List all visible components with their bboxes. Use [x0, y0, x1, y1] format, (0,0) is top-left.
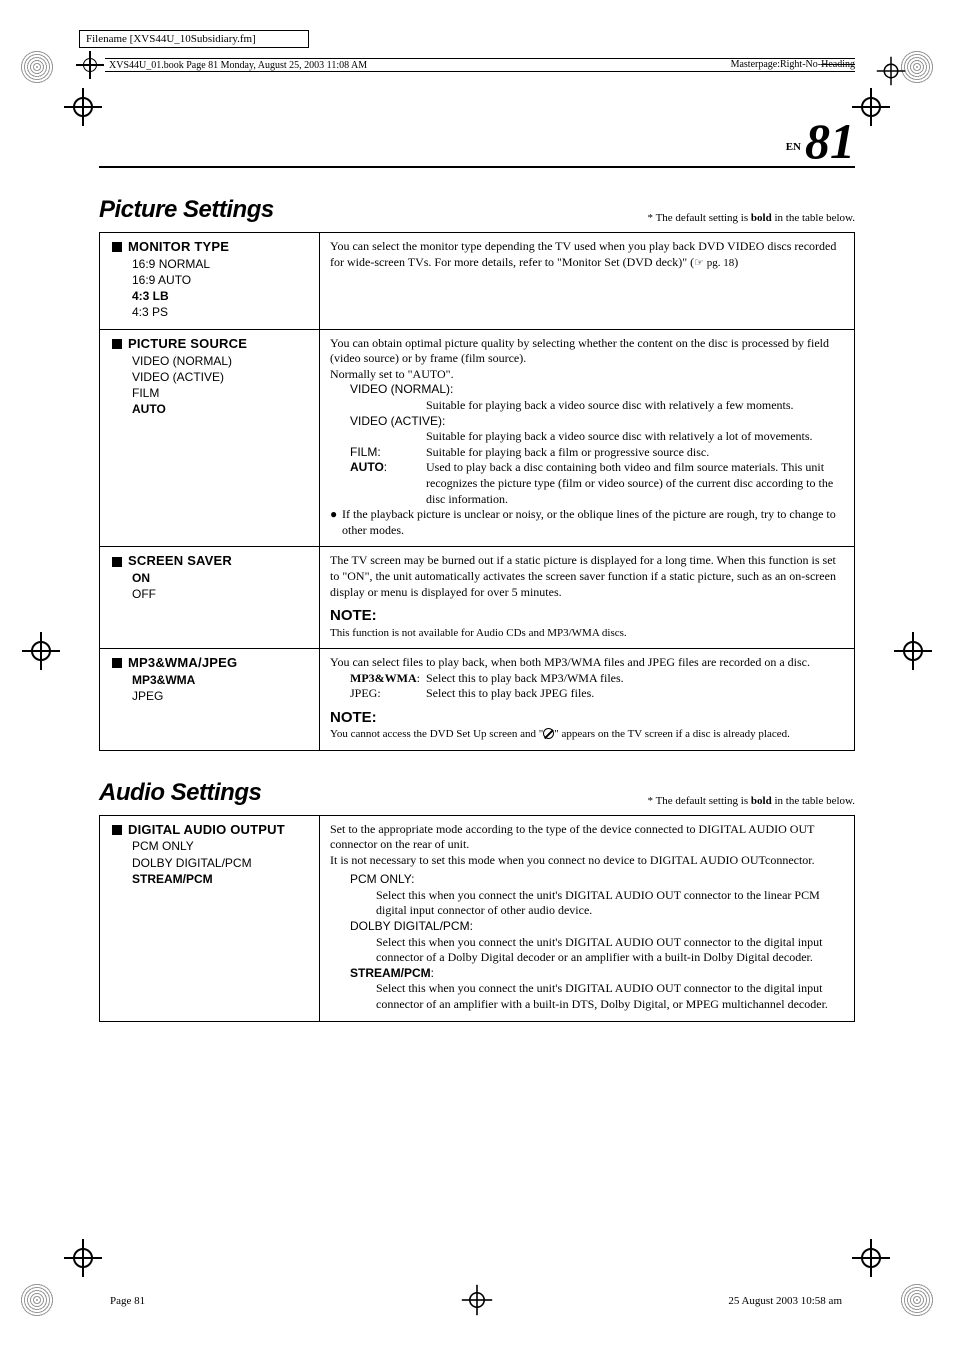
- setting-option: VIDEO (ACTIVE): [132, 369, 309, 385]
- crop-target-icon: [856, 92, 886, 122]
- crop-target-icon: [856, 1243, 886, 1273]
- setting-option: 4:3 LB: [132, 288, 309, 304]
- masterpage-label: Masterpage:Right-No-Heading: [731, 58, 855, 71]
- square-icon: [112, 557, 122, 567]
- setting-description: You can select files to play back, when …: [320, 648, 855, 750]
- setting-description: The TV screen may be burned out if a sta…: [320, 547, 855, 649]
- picture-settings-table: MONITOR TYPE 16:9 NORMAL 16:9 AUTO 4:3 L…: [99, 232, 855, 751]
- table-row: MP3&WMA/JPEG MP3&WMA JPEG You can select…: [100, 648, 855, 750]
- crop-ornament: [900, 50, 934, 84]
- audio-settings-table: DIGITAL AUDIO OUTPUT PCM ONLY DOLBY DIGI…: [99, 815, 855, 1022]
- setting-option: PCM ONLY: [132, 838, 309, 854]
- page-number-row: EN 81: [99, 116, 855, 168]
- square-icon: [112, 825, 122, 835]
- book-header: XVS44U_01.book Page 81 Monday, August 25…: [79, 54, 855, 76]
- table-row: SCREEN SAVER ON OFF The TV screen may be…: [100, 547, 855, 649]
- setting-title: PICTURE SOURCE: [112, 336, 309, 353]
- crop-ornament: [900, 1283, 934, 1317]
- note-heading: NOTE:: [330, 708, 844, 728]
- filename-box: Filename [XVS44U_10Subsidiary.fm]: [79, 30, 309, 48]
- section-title-picture: Picture Settings: [99, 196, 274, 224]
- setting-option: OFF: [132, 586, 309, 602]
- default-note: * The default setting is bold in the tab…: [648, 212, 855, 224]
- book-line-text: XVS44U_01.book Page 81 Monday, August 25…: [109, 60, 367, 71]
- setting-option: AUTO: [132, 401, 309, 417]
- setting-option: FILM: [132, 385, 309, 401]
- footer-date: 25 August 2003 10:58 am: [728, 1295, 842, 1307]
- crop-target-icon: [68, 92, 98, 122]
- setting-option: ON: [132, 570, 309, 586]
- setting-option: 16:9 NORMAL: [132, 256, 309, 272]
- crop-target-icon: [880, 60, 903, 83]
- crop-target-icon: [68, 1243, 98, 1273]
- note-heading: NOTE:: [330, 606, 844, 626]
- table-row: DIGITAL AUDIO OUTPUT PCM ONLY DOLBY DIGI…: [100, 815, 855, 1021]
- setting-title: MP3&WMA/JPEG: [112, 655, 309, 672]
- section-title-audio: Audio Settings: [99, 779, 261, 807]
- setting-description: Set to the appropriate mode according to…: [320, 815, 855, 1021]
- footer: Page 81 25 August 2003 10:58 am: [110, 1295, 842, 1307]
- en-label: EN: [786, 141, 801, 153]
- crop-target-icon: [79, 54, 101, 76]
- crop-ornament: [20, 50, 54, 84]
- prohibit-icon: [543, 728, 554, 739]
- square-icon: [112, 242, 122, 252]
- setting-option: 4:3 PS: [132, 304, 309, 320]
- setting-option: MP3&WMA: [132, 672, 309, 688]
- setting-description: You can select the monitor type dependin…: [320, 233, 855, 330]
- setting-title: SCREEN SAVER: [112, 553, 309, 570]
- footer-page: Page 81: [110, 1295, 145, 1307]
- setting-option: STREAM/PCM: [132, 871, 309, 887]
- table-row: PICTURE SOURCE VIDEO (NORMAL) VIDEO (ACT…: [100, 329, 855, 547]
- crop-target-icon: [898, 636, 928, 666]
- setting-option: 16:9 AUTO: [132, 272, 309, 288]
- table-row: MONITOR TYPE 16:9 NORMAL 16:9 AUTO 4:3 L…: [100, 233, 855, 330]
- crop-ornament: [20, 1283, 54, 1317]
- setting-option: DOLBY DIGITAL/PCM: [132, 855, 309, 871]
- crop-target-icon: [26, 636, 56, 666]
- square-icon: [112, 658, 122, 668]
- setting-description: You can obtain optimal picture quality b…: [320, 329, 855, 547]
- page-number: 81: [805, 116, 855, 166]
- setting-title: MONITOR TYPE: [112, 239, 309, 256]
- default-note: * The default setting is bold in the tab…: [648, 795, 855, 807]
- setting-option: VIDEO (NORMAL): [132, 353, 309, 369]
- setting-title: DIGITAL AUDIO OUTPUT: [112, 822, 309, 839]
- square-icon: [112, 339, 122, 349]
- setting-option: JPEG: [132, 688, 309, 704]
